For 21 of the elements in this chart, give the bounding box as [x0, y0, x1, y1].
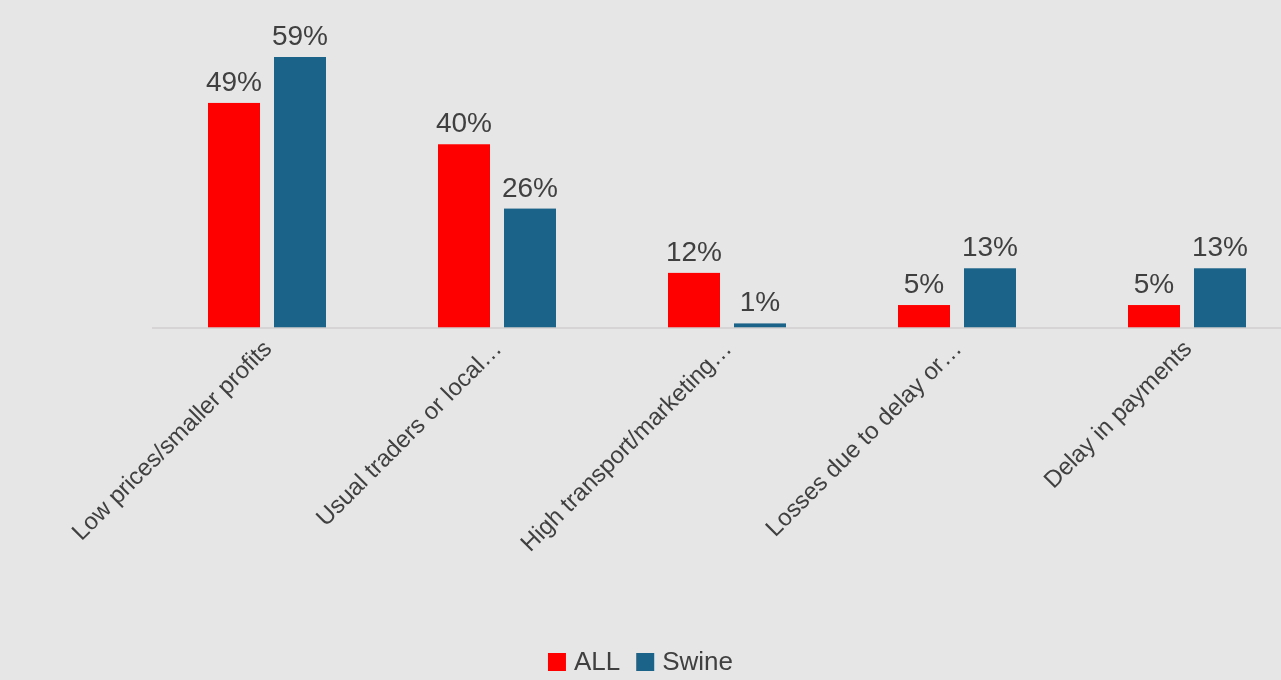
- bar: [898, 305, 950, 328]
- bar: [208, 102, 260, 328]
- legend-label: Swine: [662, 646, 734, 676]
- data-label: 59%: [271, 20, 329, 51]
- data-label: 5%: [903, 268, 945, 300]
- data-label: 5%: [1133, 268, 1175, 300]
- bar: [438, 144, 490, 328]
- bar: [504, 208, 556, 328]
- bar: [274, 57, 326, 328]
- data-label: 13%: [1191, 231, 1249, 263]
- data-label: 1%: [739, 286, 781, 318]
- data-label: 49%: [205, 65, 263, 97]
- data-label: 12%: [665, 235, 723, 267]
- bar: [1128, 305, 1180, 328]
- bar: [964, 268, 1016, 328]
- legend-label: ALL: [573, 646, 621, 676]
- data-label: 13%: [961, 231, 1019, 263]
- bar: [668, 272, 720, 328]
- data-label: 40%: [435, 107, 493, 139]
- data-label: 26%: [501, 171, 559, 203]
- bar: [1194, 268, 1246, 328]
